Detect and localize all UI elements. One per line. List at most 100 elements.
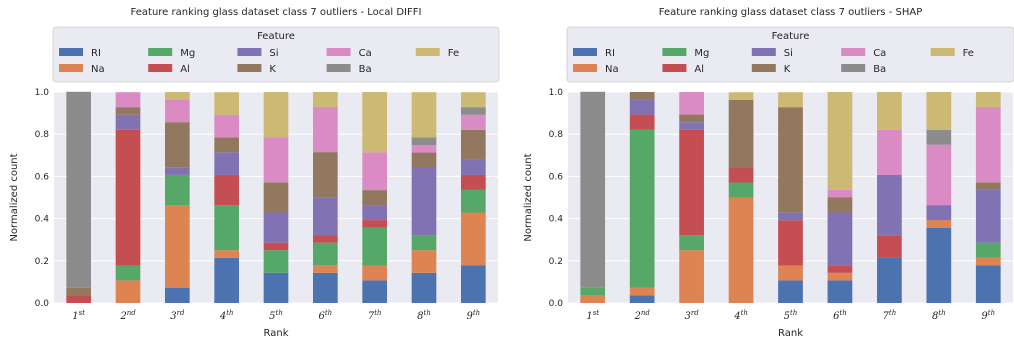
bar-na-rank-7	[362, 265, 387, 281]
bar-fe-rank-6	[313, 92, 338, 107]
bar-ca-rank-3	[165, 99, 190, 123]
legend-label-mg: Mg	[694, 48, 709, 59]
bar-k-rank-2	[115, 107, 141, 115]
legend-label-fe: Fe	[963, 48, 974, 59]
bar-ca-rank-6	[827, 189, 853, 198]
x-tick-label: 1st	[72, 309, 85, 322]
bar-na-rank-3	[679, 250, 704, 303]
bar-mg-rank-9	[975, 242, 1001, 258]
legend-label-ca: Ca	[359, 48, 372, 59]
x-tick-label: 8th	[932, 309, 946, 322]
bar-k-rank-4	[728, 99, 754, 168]
legend-swatch-si	[237, 48, 262, 56]
bar-ca-rank-8	[411, 144, 437, 153]
y-tick-label: 1.0	[549, 88, 564, 98]
bar-fe-rank-6	[827, 92, 853, 190]
bar-ca-rank-3	[679, 92, 704, 115]
x-axis-label: Rank	[778, 328, 803, 339]
bar-k-rank-9	[461, 129, 486, 160]
bar-mg-rank-2	[629, 129, 655, 288]
x-tick-label: 7th	[883, 309, 897, 322]
legend-title: Feature	[772, 31, 810, 42]
bar-al-rank-6	[313, 235, 338, 243]
bar-ca-rank-5	[263, 137, 289, 183]
bar-ca-rank-9	[975, 106, 1001, 183]
legend-swatch-ba	[841, 64, 866, 72]
y-tick-label: 0.2	[549, 257, 563, 267]
bar-na-rank-2	[629, 287, 655, 296]
bar-si-rank-5	[778, 212, 803, 221]
bar-k-rank-7	[362, 190, 387, 206]
x-tick-label: 5th	[269, 309, 283, 322]
y-tick-label: 0.4	[549, 215, 564, 225]
bar-fe-rank-9	[975, 92, 1001, 107]
bar-si-rank-9	[975, 189, 1001, 243]
y-tick-label: 0.8	[35, 130, 50, 140]
legend-label-ri: RI	[91, 48, 101, 59]
legend-label-al: Al	[694, 64, 704, 75]
legend-label-ri: RI	[605, 48, 615, 59]
legend-swatch-si	[751, 48, 776, 56]
bar-ri-rank-5	[778, 280, 803, 303]
bar-na-rank-9	[975, 257, 1001, 266]
bar-na-rank-8	[926, 220, 952, 228]
bar-ri-rank-9	[461, 265, 486, 303]
x-tick-label: 9th	[466, 309, 480, 322]
bar-na-rank-6	[313, 265, 338, 273]
bar-al-rank-5	[778, 220, 803, 266]
bar-fe-rank-4	[728, 92, 754, 100]
bar-fe-rank-5	[263, 92, 289, 138]
legend-swatch-mg	[148, 48, 173, 56]
x-axis-label: Rank	[264, 328, 289, 339]
bar-al-rank-9	[461, 174, 486, 190]
bar-si-rank-5	[263, 212, 289, 243]
bar-na-rank-6	[827, 272, 853, 281]
bar-si-rank-3	[679, 122, 704, 130]
legend-swatch-fe	[930, 48, 955, 56]
x-tick-label: 2nd	[119, 309, 136, 322]
legend-label-al: Al	[180, 64, 190, 75]
bar-mg-rank-8	[411, 235, 437, 251]
bar-ri-rank-5	[263, 272, 289, 303]
y-tick-label: 0.4	[35, 215, 50, 225]
bar-ca-rank-7	[877, 129, 902, 175]
bar-mg-rank-6	[313, 242, 338, 266]
bar-ca-rank-6	[313, 106, 338, 153]
bar-si-rank-6	[827, 212, 853, 266]
legend-swatch-k	[751, 64, 776, 72]
bar-ca-rank-7	[362, 152, 387, 191]
legend-label-fe: Fe	[448, 48, 459, 59]
bar-k-rank-4	[214, 137, 239, 153]
bar-mg-rank-3	[679, 235, 704, 251]
bar-ri-rank-9	[975, 265, 1001, 303]
chart-title: Feature ranking glass dataset class 7 ou…	[131, 7, 422, 18]
legend-swatch-al	[148, 64, 173, 72]
bar-al-rank-6	[827, 265, 853, 273]
bar-ba-rank-8	[926, 129, 952, 145]
bar-ri-rank-6	[827, 280, 853, 303]
bar-k-rank-5	[263, 182, 289, 213]
bar-mg-rank-4	[214, 205, 239, 251]
bar-k-rank-6	[313, 152, 338, 198]
legend-swatch-ri	[573, 48, 597, 56]
bar-k-rank-9	[975, 182, 1001, 190]
bar-mg-rank-4	[728, 182, 754, 198]
bar-mg-rank-2	[115, 265, 141, 281]
legend-swatch-ca	[326, 48, 351, 56]
y-tick-label: 0.2	[35, 257, 49, 267]
bar-k-rank-5	[778, 107, 803, 213]
bar-ri-rank-4	[214, 257, 239, 303]
x-tick-label: 6th	[833, 309, 847, 322]
bar-mg-rank-9	[461, 189, 486, 213]
bar-ca-rank-4	[214, 114, 239, 138]
bar-na-rank-1	[580, 295, 606, 303]
bar-na-rank-5	[778, 265, 803, 281]
bar-si-rank-4	[214, 152, 239, 175]
bar-si-rank-7	[362, 205, 387, 221]
bar-fe-rank-9	[461, 92, 486, 108]
bar-fe-rank-7	[877, 92, 902, 130]
bar-al-rank-4	[728, 167, 754, 183]
legend-swatch-ca	[841, 48, 866, 56]
x-tick-label: 1st	[586, 309, 599, 322]
